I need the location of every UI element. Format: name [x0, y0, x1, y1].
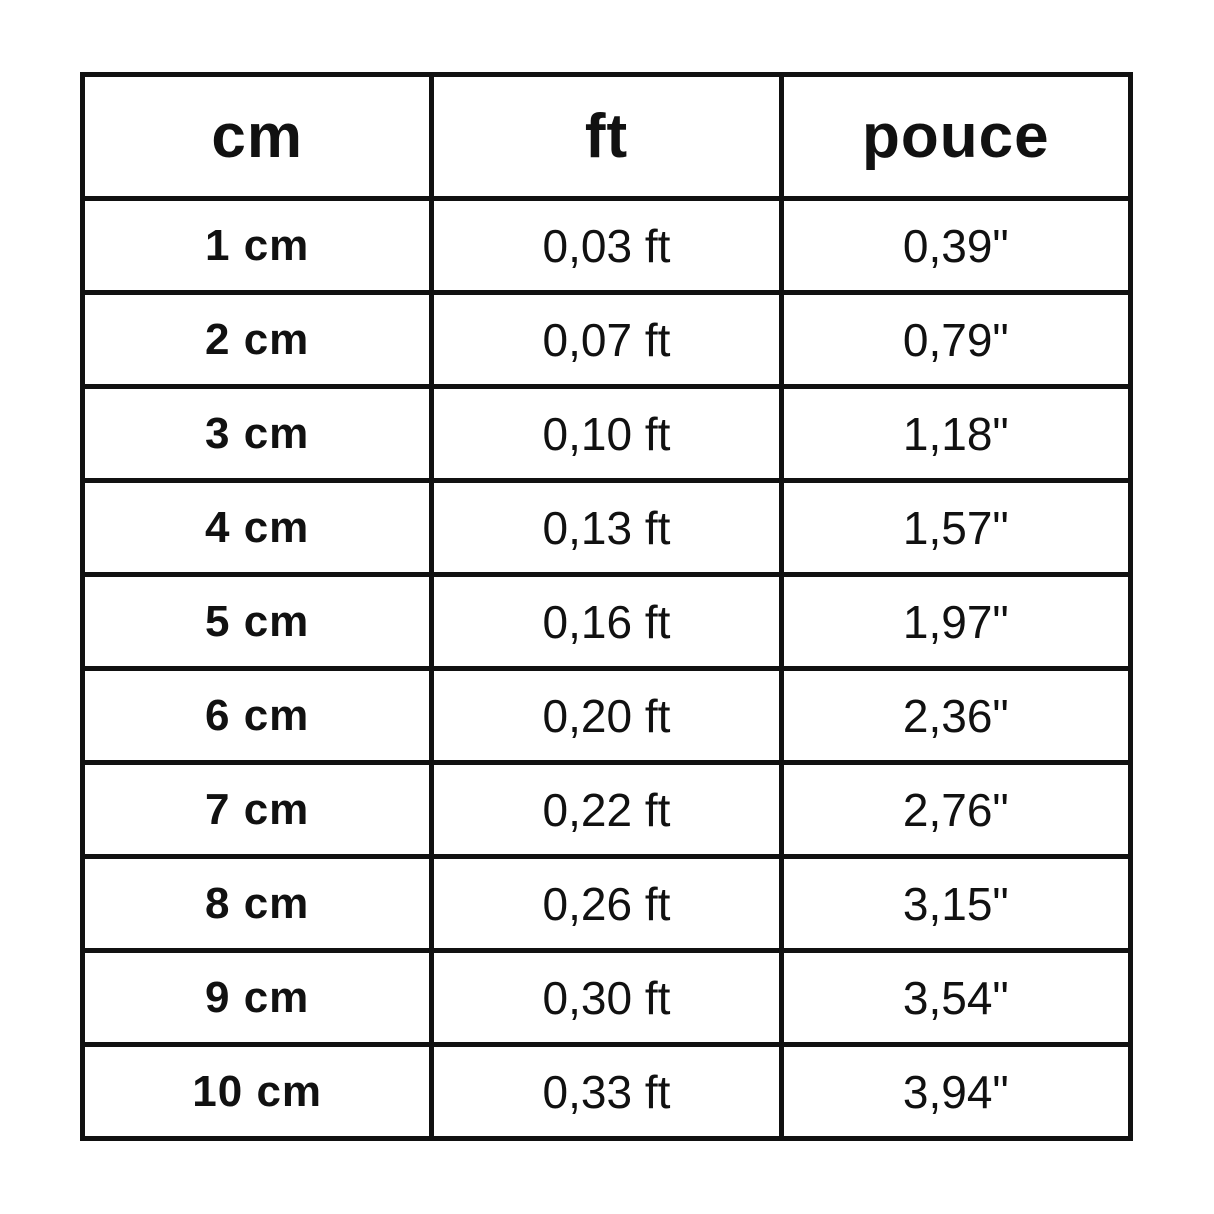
header-cm: cm: [79, 72, 435, 201]
cm-value-cell: 10 cm: [79, 1042, 435, 1141]
table-row: 6 cm 0,20 ft 2,36": [79, 666, 1134, 765]
cm-value-cell: 3 cm: [79, 384, 435, 483]
table-body: 1 cm 0,03 ft 0,39" 2 cm 0,07 ft 0,79" 3 cm 0,10…: [79, 196, 1134, 1141]
cm-value-cell: 5 cm: [79, 572, 435, 671]
ft-value-cell: 0,30 ft: [429, 948, 784, 1047]
pouce-value-cell: 3,54": [778, 948, 1134, 1047]
table-row: 3 cm 0,10 ft 1,18": [79, 384, 1134, 483]
pouce-value-cell: 0,39": [778, 196, 1134, 295]
table-row: 8 cm 0,26 ft 3,15": [79, 854, 1134, 953]
table-row: 10 cm 0,33 ft 3,94": [79, 1042, 1134, 1141]
ft-value-cell: 0,16 ft: [429, 572, 784, 671]
ft-value-cell: 0,13 ft: [429, 478, 784, 577]
ft-value-cell: 0,26 ft: [429, 854, 784, 953]
pouce-value-cell: 1,57": [778, 478, 1134, 577]
pouce-value-cell: 2,36": [778, 666, 1134, 765]
header-row: cm ft pouce: [79, 72, 1134, 201]
pouce-value-cell: 2,76": [778, 760, 1134, 859]
table-row: 5 cm 0,16 ft 1,97": [79, 572, 1134, 671]
pouce-value-cell: 1,18": [778, 384, 1134, 483]
ft-value-cell: 0,22 ft: [429, 760, 784, 859]
cm-value-cell: 1 cm: [79, 196, 435, 295]
header-ft: ft: [429, 72, 784, 201]
ft-value-cell: 0,07 ft: [429, 290, 784, 389]
table-row: 1 cm 0,03 ft 0,39": [79, 196, 1134, 295]
pouce-value-cell: 0,79": [778, 290, 1134, 389]
cm-value-cell: 4 cm: [79, 478, 435, 577]
cm-ft-pouce-conversion-table: cm ft pouce 1 cm 0,03 ft 0,39" 2 cm 0,07 ft 0…: [79, 72, 1134, 1141]
ft-value-cell: 0,03 ft: [429, 196, 784, 295]
cm-value-cell: 2 cm: [79, 290, 435, 389]
ft-value-cell: 0,33 ft: [429, 1042, 784, 1141]
cm-value-cell: 9 cm: [79, 948, 435, 1047]
ft-value-cell: 0,10 ft: [429, 384, 784, 483]
table-row: 7 cm 0,22 ft 2,76": [79, 760, 1134, 859]
table-row: 4 cm 0,13 ft 1,57": [79, 478, 1134, 577]
cm-value-cell: 7 cm: [79, 760, 435, 859]
ft-value-cell: 0,20 ft: [429, 666, 784, 765]
pouce-value-cell: 1,97": [778, 572, 1134, 671]
table-row: 2 cm 0,07 ft 0,79": [79, 290, 1134, 389]
cm-value-cell: 8 cm: [79, 854, 435, 953]
cm-value-cell: 6 cm: [79, 666, 435, 765]
table-row: 9 cm 0,30 ft 3,54": [79, 948, 1134, 1047]
pouce-value-cell: 3,94": [778, 1042, 1134, 1141]
pouce-value-cell: 3,15": [778, 854, 1134, 953]
header-pouce: pouce: [778, 72, 1134, 201]
table-header: cm ft pouce: [79, 72, 1134, 201]
